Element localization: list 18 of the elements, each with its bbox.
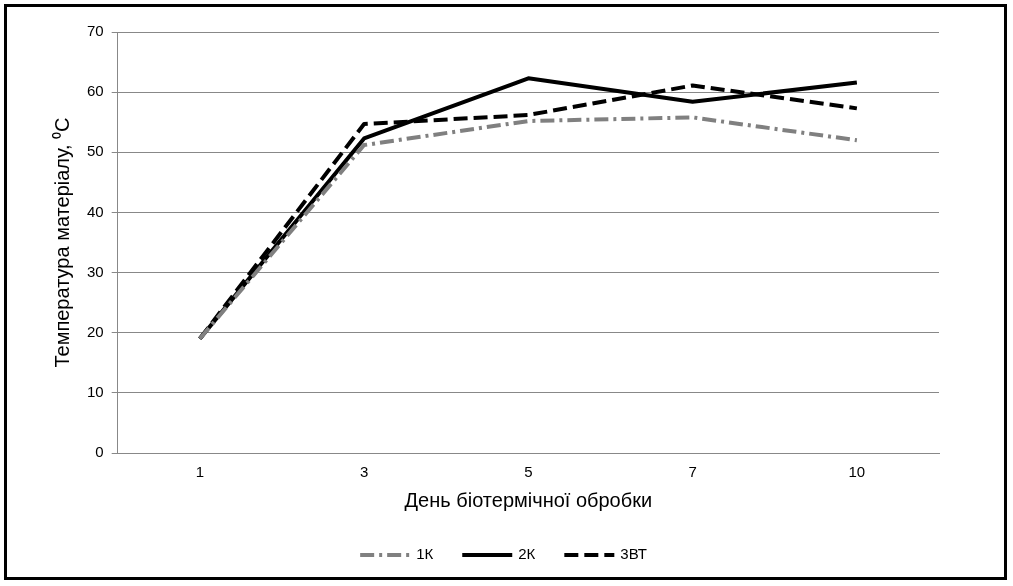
x-tick-label: 10 [848,463,866,481]
y-tick-label: 10 [87,383,104,400]
legend-label: 2К [518,545,536,563]
legend-label: 3ВТ [620,545,647,563]
y-tick-label: 50 [87,142,104,160]
y-axis-title: Температура матеріалу, ⁰C [50,117,73,368]
x-tick-label: 7 [688,463,697,481]
y-tick-label: 70 [87,22,104,40]
y-tick-label: 0 [95,443,104,461]
x-tick-label: 5 [524,463,533,481]
y-tick-label: 60 [87,82,104,100]
y-tick-label: 30 [87,262,104,280]
x-tick-label: 3 [359,463,369,481]
y-tick-label: 40 [87,202,104,220]
legend-label: 1К [416,545,434,563]
x-axis-title: День біотермічної обробки [404,488,653,511]
x-tick-label: 1 [195,463,204,481]
y-tick-label: 20 [87,322,104,340]
